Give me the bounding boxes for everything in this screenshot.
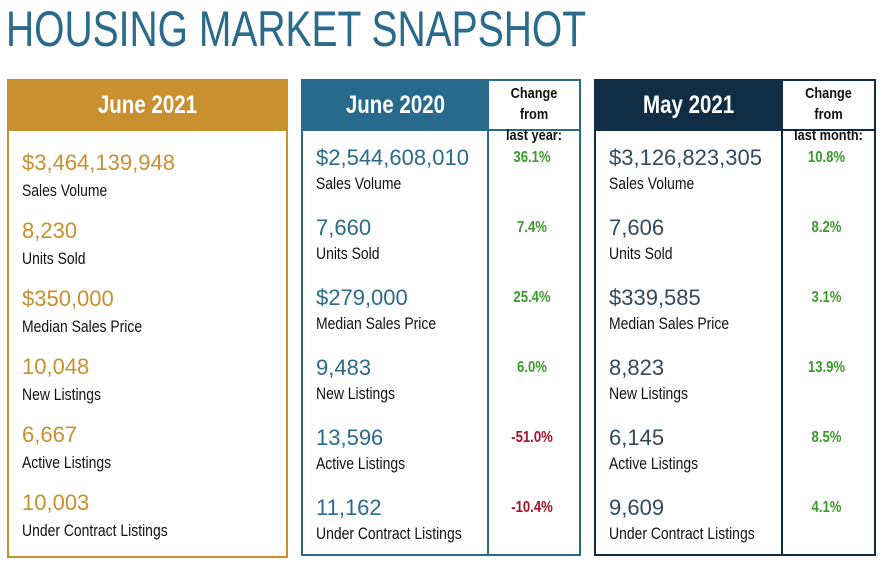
change-value: 3.1%	[811, 289, 842, 306]
metric-label: New Listings	[316, 384, 396, 403]
title: HOUSING MARKET SNAPSHOT	[6, 1, 587, 57]
panel-header: June 2020	[303, 81, 487, 129]
metric-label: Median Sales Price	[22, 317, 143, 336]
metric-value: 9,483	[316, 355, 372, 380]
metric-label: Active Listings	[316, 454, 406, 473]
metric-label: Sales Volume	[609, 174, 695, 193]
change-value: 8.2%	[811, 219, 842, 236]
change-value: 8.5%	[811, 429, 842, 446]
metric-label: Active Listings	[609, 454, 699, 473]
metric-label: New Listings	[609, 384, 689, 403]
metric-value: $3,126,823,305	[609, 145, 762, 170]
column-divider	[487, 81, 489, 554]
column-divider	[781, 81, 783, 554]
change-value: 10.8%	[807, 149, 846, 166]
change-value: 13.9%	[807, 359, 846, 376]
metric-value: 10,003	[22, 490, 90, 515]
header-text: June 2020	[345, 90, 445, 119]
metric-value: $2,544,608,010	[316, 145, 469, 170]
panel-header: June 2021	[9, 81, 286, 129]
metric-label: Sales Volume	[22, 181, 108, 200]
change-value: 36.1%	[513, 149, 551, 166]
metric-value: $339,585	[609, 285, 701, 310]
change-header-line: last month:	[794, 127, 863, 144]
metric-label: Under Contract Listings	[22, 521, 168, 540]
metric-value: $3,464,139,948	[22, 150, 175, 175]
metric-label: Active Listings	[22, 453, 112, 472]
metric-label: Median Sales Price	[316, 314, 437, 333]
header-rule	[303, 129, 579, 131]
metric-value: 6,145	[609, 425, 665, 450]
change-header: Change from last month:	[783, 83, 874, 146]
panel: June 2021	[7, 79, 288, 558]
panel-header: May 2021	[596, 81, 781, 129]
metric-label: Under Contract Listings	[316, 524, 462, 543]
change-header-line: last year:	[506, 127, 562, 144]
metric-label: Units Sold	[22, 249, 86, 268]
panel: May 2021 Change from last month:	[594, 79, 876, 556]
metric-value: 6,667	[22, 422, 78, 447]
change-value: 4.1%	[811, 499, 842, 516]
metric-label: Units Sold	[609, 244, 673, 263]
metric-value: 10,048	[22, 354, 90, 379]
change-value: 6.0%	[517, 359, 547, 376]
metric-value: 7,660	[316, 215, 372, 240]
metric-label: Median Sales Price	[609, 314, 730, 333]
metric-value: 7,606	[609, 215, 665, 240]
metric-value: 9,609	[609, 495, 665, 520]
header-text: May 2021	[642, 90, 735, 119]
header-rule	[596, 129, 874, 131]
panel: June 2020 Change from last year:	[301, 79, 581, 556]
metric-value: 8,823	[609, 355, 665, 380]
metric-value: 11,162	[316, 495, 382, 520]
change-header-line: Change from	[510, 85, 558, 123]
metric-value: $279,000	[316, 285, 408, 310]
change-header-line: Change from	[805, 85, 852, 123]
change-header: Change from last year:	[489, 83, 579, 146]
metric-value: $350,000	[22, 286, 114, 311]
metric-value: 13,596	[316, 425, 384, 450]
metric-label: Sales Volume	[316, 174, 402, 193]
change-value: -51.0%	[511, 429, 553, 446]
change-value: 25.4%	[513, 289, 551, 306]
metric-label: New Listings	[22, 385, 102, 404]
change-value: -10.4%	[511, 499, 553, 516]
metric-label: Units Sold	[316, 244, 380, 263]
metric-label: Under Contract Listings	[609, 524, 755, 543]
header-rule	[9, 129, 286, 131]
header-text: June 2021	[97, 90, 198, 119]
metric-value: 8,230	[22, 218, 78, 243]
change-value: 7.4%	[517, 219, 547, 236]
